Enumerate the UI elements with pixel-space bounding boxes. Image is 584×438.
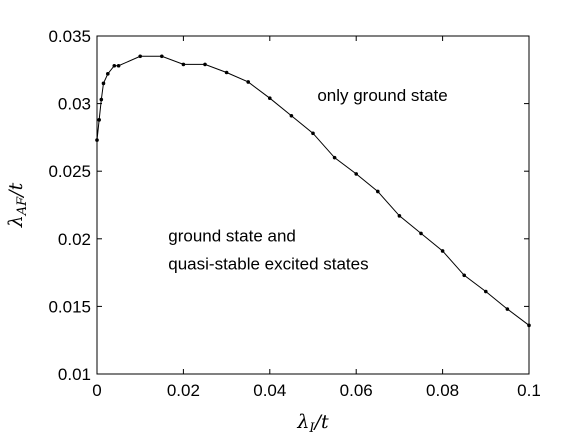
y-axis-label: λAF/t (5, 182, 30, 228)
data-point (289, 113, 294, 118)
y-tick-label: 0.025 (48, 162, 91, 181)
data-point (160, 54, 164, 59)
x-tick-label: 0.08 (426, 381, 459, 400)
data-point (138, 54, 142, 59)
x-tick-label: 0.1 (517, 381, 541, 400)
y-tick-label: 0.02 (58, 230, 91, 249)
x-tick-label: 0 (92, 381, 101, 400)
data-point (462, 273, 467, 278)
data-point (354, 172, 359, 176)
data-point (246, 80, 250, 84)
plot-area (97, 36, 529, 374)
data-point (116, 63, 121, 68)
annotation-text: only ground state (317, 86, 447, 105)
data-point (311, 131, 315, 136)
x-axis-label: λI/t (296, 411, 329, 436)
x-tick-label: 0.04 (253, 381, 286, 400)
data-point (101, 81, 106, 86)
x-tick-label: 0.06 (340, 381, 373, 400)
data-point (181, 62, 186, 67)
annotations: only ground state ground state and quasi-s… (168, 86, 447, 274)
data-point (224, 70, 229, 75)
data-point (332, 155, 337, 160)
annotation-text: quasi-stable excited states (168, 255, 368, 274)
data-point (203, 62, 207, 67)
data-point (268, 96, 272, 100)
x-tick-label: 0.02 (167, 381, 200, 400)
data-point (397, 214, 402, 218)
series-layer (95, 54, 531, 328)
data-point (99, 97, 104, 102)
data-point (484, 289, 488, 294)
data-point (505, 307, 510, 311)
data-point (419, 231, 423, 236)
data-point (97, 118, 101, 122)
data-point (440, 249, 445, 253)
y-tick-label: 0.015 (48, 297, 91, 316)
y-tick-label: 0.01 (58, 365, 91, 384)
data-point (376, 189, 380, 194)
axes-box (96, 35, 530, 375)
data-point (112, 63, 117, 68)
y-tick-label: 0.035 (48, 27, 91, 46)
ticks-layer: 0 0.02 0.04 0.06 0.08 0.1 0.01 0.015 0.02 0.025 0.… (48, 27, 540, 400)
data-point (106, 72, 110, 76)
y-tick-label: 0.03 (58, 95, 91, 114)
annotation-text: ground state and (168, 227, 296, 246)
